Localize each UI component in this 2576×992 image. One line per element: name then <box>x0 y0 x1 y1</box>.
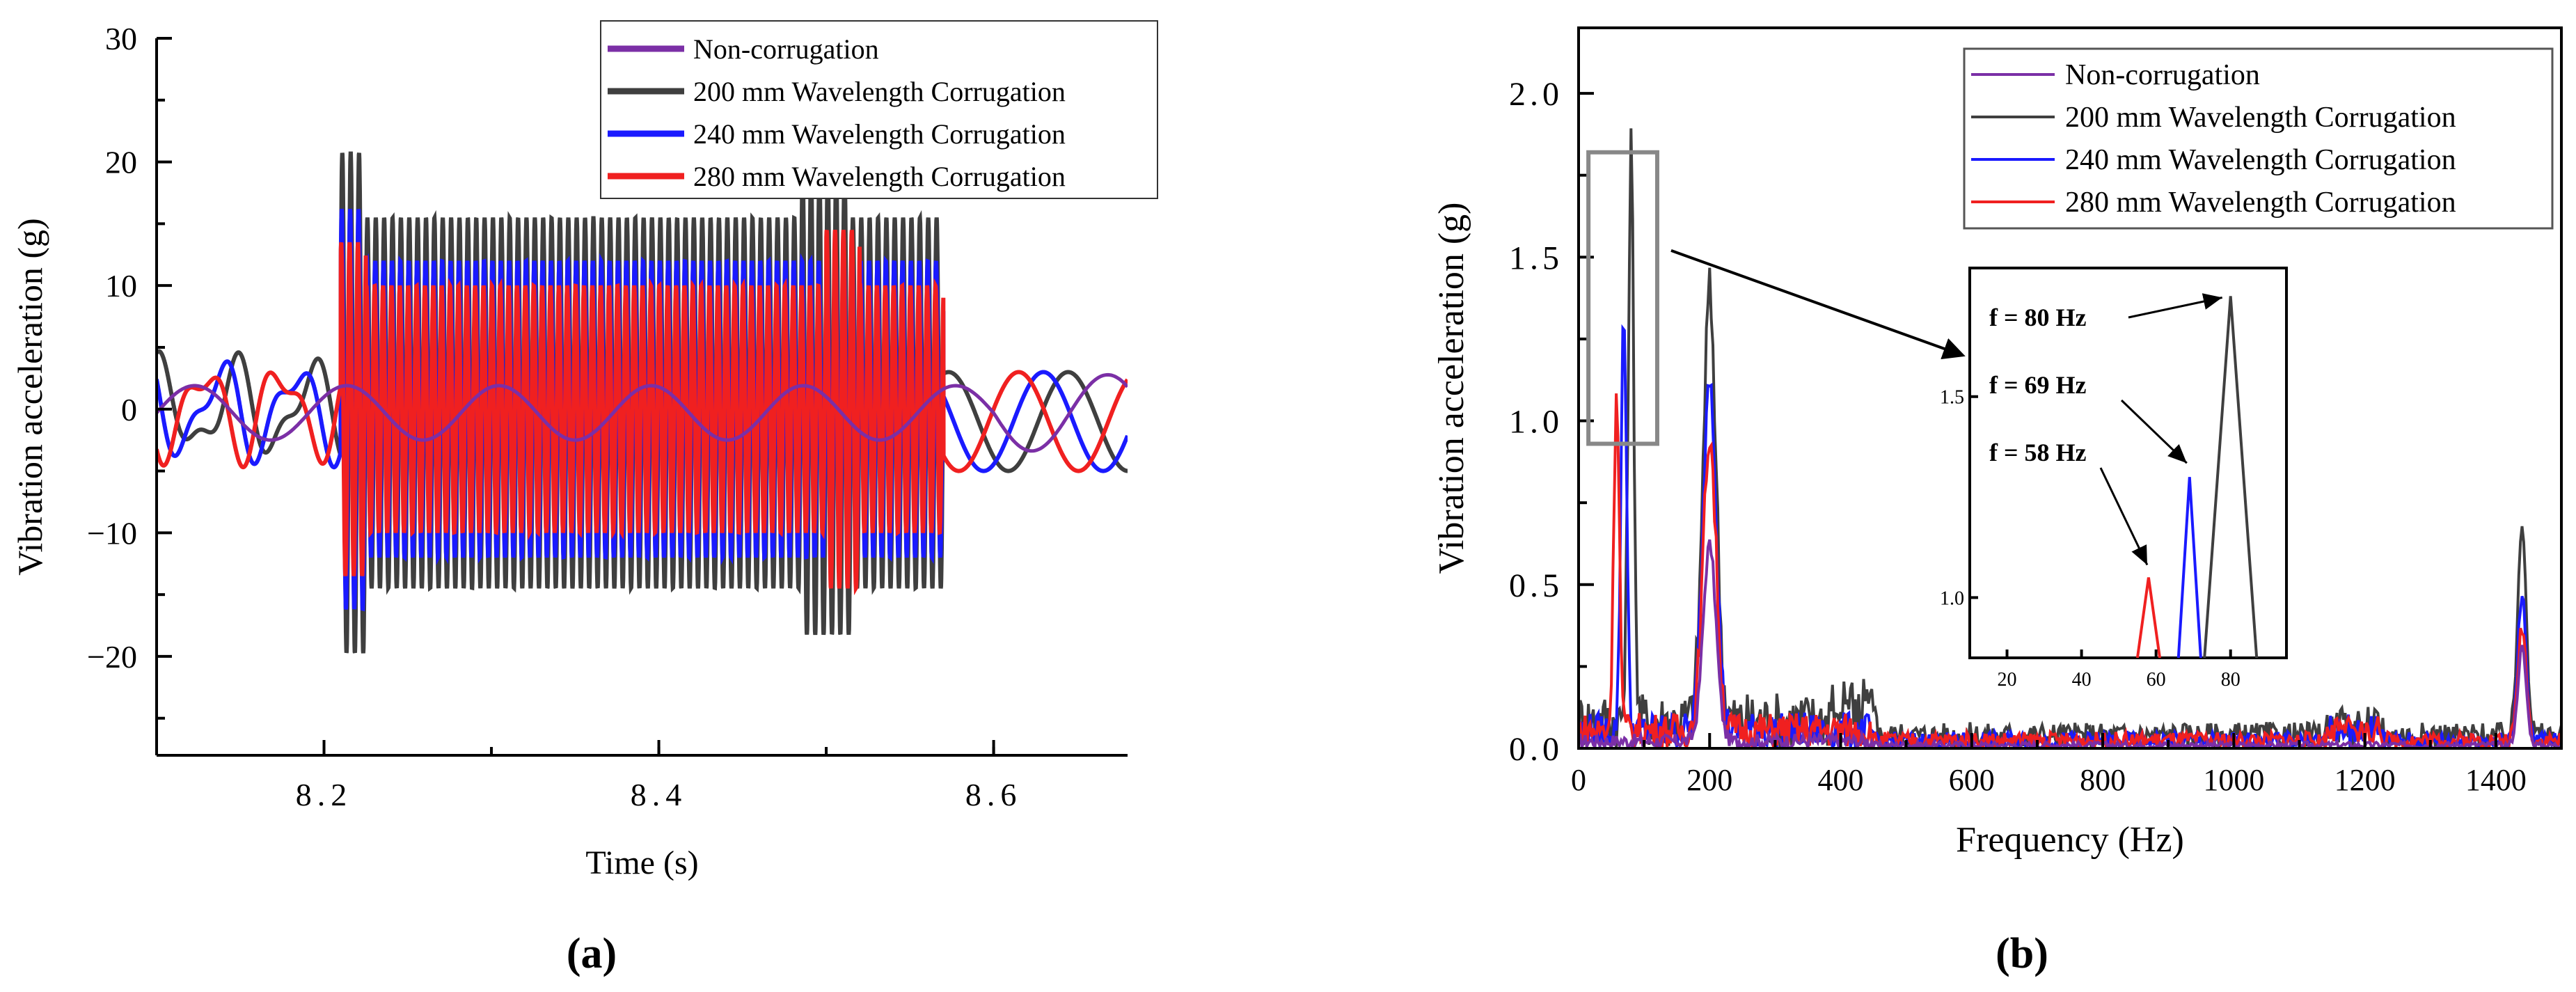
y-tick-label: −20 <box>87 639 137 675</box>
inset-x-tick-label: 20 <box>1998 669 2017 691</box>
x-tick-label: 8.6 <box>965 777 1022 812</box>
legend-box <box>1963 47 2554 230</box>
spectrum-line-0 <box>1579 539 2561 748</box>
inset-peak-line <box>2135 577 2161 658</box>
panel-b: 0.0 0.5 1.0 1.5 2.0 0 200 400 600 800 1000 1200 1400… <box>1432 26 2563 977</box>
x-tick-label: 600 <box>1949 763 1995 797</box>
y-tick-label: 20 <box>105 145 137 180</box>
panel-label-b: (b) <box>1996 930 2048 977</box>
x-axis-label: Frequency (Hz) <box>1956 820 2184 860</box>
x-axis-label: Time (s) <box>585 844 698 881</box>
y-tick-label: 30 <box>105 21 137 56</box>
y-tick-label: 10 <box>105 268 137 304</box>
spectrum-line-3 <box>1579 393 2561 748</box>
panel-a: −20 −10 0 10 20 30 8.2 8.4 8.6 Time (s) Vibration … <box>10 20 1158 977</box>
x-tick-label: 1000 <box>2203 763 2264 797</box>
inset-annotation-label: f = 80 Hz <box>1989 304 2087 331</box>
series-line-3 <box>157 229 1128 596</box>
plot-frame <box>1577 26 2563 750</box>
y-tick-label: 0.0 <box>1509 731 1563 768</box>
y-axis-label: Vibration acceleration (g) <box>1432 203 1471 574</box>
annotation-arrow <box>2128 293 2223 319</box>
legend-label: 280 mm Wavelength Corrugation <box>693 161 1066 192</box>
x-tick-label: 800 <box>2080 763 2126 797</box>
y-tick-label: 1.0 <box>1509 404 1563 441</box>
inset-x-tick-label: 60 <box>2147 669 2166 691</box>
inset-x-tick-label: 40 <box>2072 669 2092 691</box>
annotation-arrow <box>2120 399 2188 464</box>
legend-label: 240 mm Wavelength Corrugation <box>693 118 1066 150</box>
x-tick-label: 400 <box>1818 763 1864 797</box>
legend-label: 240 mm Wavelength Corrugation <box>2065 144 2456 176</box>
inset-x-tick-label: 80 <box>2221 669 2241 691</box>
legend-label: Non-corrugation <box>693 33 879 65</box>
series-line-0 <box>157 372 1128 453</box>
y-axis-label: Vibration acceleration (g) <box>10 218 49 575</box>
inset-peak-line <box>2176 477 2202 658</box>
annotation-arrow <box>2099 467 2149 566</box>
inset-annotation-label: f = 69 Hz <box>1989 371 2087 399</box>
legend-label: 200 mm Wavelength Corrugation <box>2065 102 2456 134</box>
x-tick-label: 200 <box>1686 763 1732 797</box>
y-tick-label: 1.5 <box>1509 239 1563 276</box>
x-tick-label: 8.4 <box>631 777 688 812</box>
inset-y-tick-label: 1.5 <box>1940 387 1964 409</box>
inset-annotation-label: f = 58 Hz <box>1989 439 2087 466</box>
inset-peak-line <box>2203 296 2259 658</box>
y-tick-label: 0.5 <box>1509 567 1563 604</box>
panel-label-a: (a) <box>567 930 617 977</box>
legend-box <box>600 20 1158 199</box>
zoom-arrow <box>1670 249 1966 360</box>
y-tick-label: −10 <box>87 515 137 551</box>
y-tick-label: 0 <box>121 392 137 427</box>
x-tick-label: 1400 <box>2465 763 2527 797</box>
x-tick-label: 1200 <box>2334 763 2396 797</box>
legend-label: 200 mm Wavelength Corrugation <box>693 76 1066 107</box>
zoom-highlight-box <box>1586 150 1659 446</box>
legend-label: 280 mm Wavelength Corrugation <box>2065 187 2456 219</box>
x-tick-label: 8.2 <box>296 777 353 812</box>
x-tick-label: 0 <box>1571 763 1586 797</box>
y-tick-label: 2.0 <box>1509 76 1563 113</box>
inset-y-tick-label: 1.0 <box>1940 588 1964 609</box>
legend-label: Non-corrugation <box>2065 59 2260 91</box>
